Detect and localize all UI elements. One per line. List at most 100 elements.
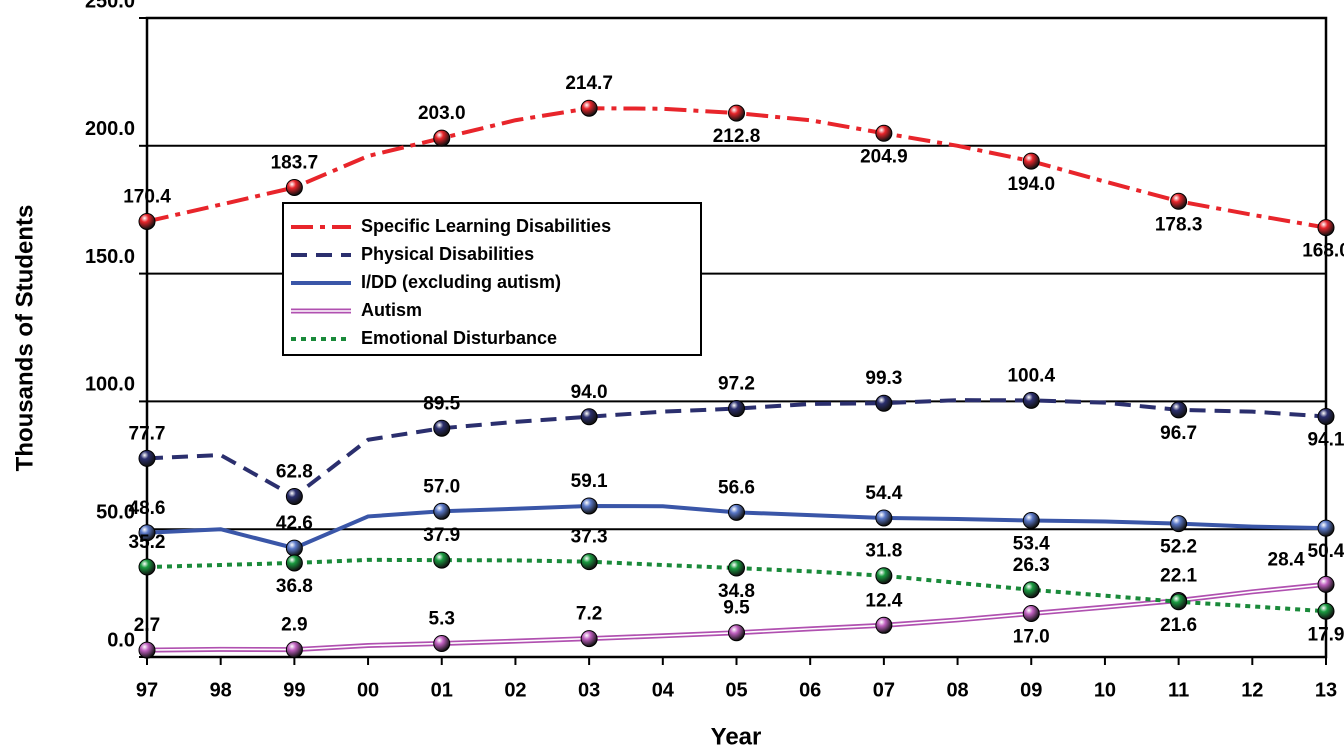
legend-label: Physical Disabilities [361, 244, 534, 264]
data-label: 28.4 [1268, 549, 1305, 570]
series-line [146, 398, 1327, 499]
data-label: 21.6 [1160, 615, 1197, 636]
data-label: 52.2 [1160, 537, 1197, 558]
legend-label: Specific Learning Disabilities [361, 216, 611, 236]
data-label: 62.8 [276, 461, 313, 482]
x-tick-label: 12 [1241, 679, 1263, 701]
data-label: 214.7 [565, 73, 613, 94]
marker [1170, 593, 1188, 611]
x-tick-label: 13 [1315, 679, 1337, 701]
y-tick-label: 200.0 [85, 118, 135, 140]
data-label: 54.4 [865, 483, 902, 504]
data-label: 59.1 [571, 471, 608, 492]
marker [728, 400, 745, 418]
x-tick-label: 02 [504, 679, 526, 701]
y-tick-label: 150.0 [85, 246, 135, 268]
marker [433, 419, 451, 437]
data-label: 194.0 [1007, 174, 1055, 195]
legend-label: Emotional Disturbance [361, 328, 557, 348]
data-label: 178.3 [1155, 214, 1203, 235]
data-label: 170.4 [123, 186, 171, 207]
y-axis-title: Thousands of Students [11, 205, 38, 472]
data-label: 7.2 [576, 604, 602, 625]
x-tick-label: 01 [431, 679, 453, 701]
data-label: 17.9 [1308, 624, 1344, 645]
marker [580, 553, 598, 571]
data-label: 26.3 [1013, 555, 1050, 576]
marker [1317, 602, 1335, 620]
marker [138, 449, 156, 467]
marker [285, 554, 303, 572]
y-tick-label: 100.0 [85, 374, 135, 396]
data-label: 99.3 [865, 368, 902, 389]
data-label: 89.5 [423, 393, 460, 414]
data-label: 94.1 [1308, 429, 1344, 450]
data-label: 34.8 [718, 581, 755, 602]
legend-label: I/DD (excluding autism) [361, 272, 561, 292]
data-label: 77.7 [129, 423, 166, 444]
x-tick-label: 98 [210, 679, 232, 701]
marker [1022, 512, 1040, 530]
marker [1317, 519, 1335, 537]
data-label: 37.9 [423, 525, 460, 546]
data-label: 48.6 [129, 498, 166, 519]
data-label: 183.7 [271, 152, 319, 173]
marker [1022, 581, 1040, 599]
data-label: 2.9 [281, 615, 307, 636]
marker [433, 551, 451, 569]
data-label: 36.8 [276, 576, 313, 597]
data-label: 12.4 [865, 590, 902, 611]
data-label: 9.5 [723, 598, 750, 619]
marker [1022, 391, 1040, 409]
marker [580, 408, 598, 426]
marker [138, 558, 156, 576]
x-tick-label: 03 [578, 679, 600, 701]
y-tick-label: 50.0 [96, 501, 135, 523]
legend-box [282, 202, 702, 356]
marker [285, 487, 303, 505]
x-tick-label: 07 [873, 679, 895, 701]
marker [1170, 401, 1188, 419]
marker [285, 539, 303, 557]
marker [138, 641, 156, 659]
marker [580, 99, 598, 117]
data-label: 5.3 [429, 608, 455, 629]
marker [875, 394, 893, 412]
data-label: 50.4 [1308, 541, 1344, 562]
marker [875, 124, 893, 142]
marker [285, 641, 303, 659]
marker [1022, 605, 1040, 623]
data-label: 53.4 [1013, 534, 1050, 555]
marker [875, 616, 893, 634]
x-tick-label: 00 [357, 679, 379, 701]
series-line [146, 557, 1327, 614]
data-label: 204.9 [860, 146, 908, 167]
marker [1317, 219, 1335, 237]
data-label: 35.2 [129, 532, 166, 553]
x-tick-label: 05 [725, 679, 747, 701]
data-label: 22.1 [1160, 566, 1197, 587]
marker [728, 559, 745, 577]
x-tick-label: 06 [799, 679, 821, 701]
marker [1170, 192, 1188, 210]
marker [875, 567, 893, 585]
y-tick-label: 0.0 [107, 629, 135, 651]
x-tick-label: 08 [946, 679, 968, 701]
marker [728, 624, 745, 642]
data-label: 212.8 [713, 126, 761, 147]
marker [433, 634, 451, 652]
marker [1022, 152, 1040, 170]
data-label: 31.8 [865, 541, 902, 562]
marker [285, 178, 303, 196]
marker [1317, 575, 1335, 593]
marker [580, 630, 598, 648]
data-label: 94.0 [571, 382, 608, 403]
x-axis-title: Year [711, 723, 762, 750]
marker [433, 129, 451, 147]
x-tick-label: 04 [652, 679, 675, 701]
data-label: 17.0 [1013, 627, 1050, 648]
marker [138, 524, 156, 542]
data-label: 42.6 [276, 513, 313, 534]
x-tick-label: 99 [283, 679, 305, 701]
y-tick-label: 250.0 [85, 0, 135, 12]
